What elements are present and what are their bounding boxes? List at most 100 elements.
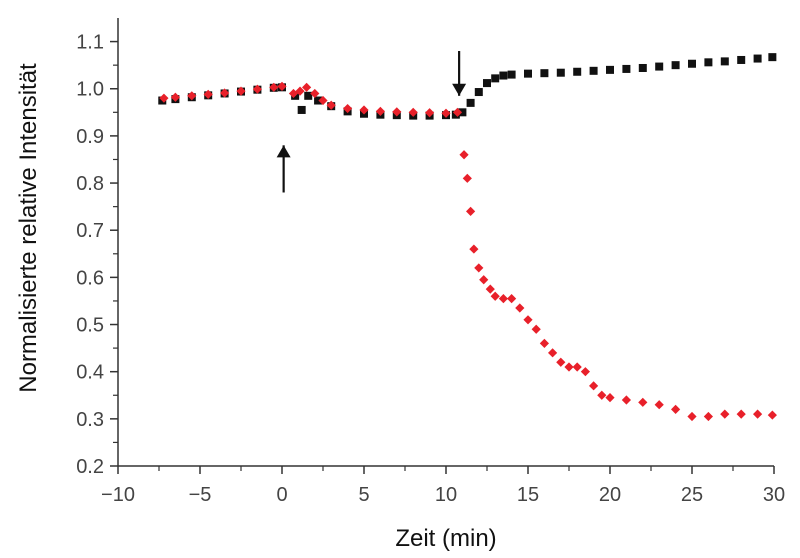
data-point (531, 324, 541, 334)
data-point (589, 66, 598, 75)
x-tick-label: 0 (276, 484, 287, 506)
y-tick-label: 1.1 (76, 32, 104, 54)
x-tick-label: −5 (189, 484, 212, 506)
data-point (252, 84, 262, 94)
x-tick-label: 15 (517, 484, 539, 506)
data-point (573, 67, 582, 76)
data-point (580, 367, 590, 377)
data-point (556, 68, 565, 77)
data-point (498, 293, 508, 304)
y-tick-label: 0.3 (76, 409, 104, 431)
y-tick-label: 0.6 (76, 267, 104, 289)
data-point (654, 400, 664, 410)
data-point (474, 88, 483, 97)
data-point (671, 61, 680, 70)
data-point (606, 65, 614, 74)
data-point (556, 357, 566, 367)
data-point (302, 82, 312, 92)
data-point (310, 88, 320, 99)
data-point (269, 82, 279, 92)
x-tick-label: 10 (435, 484, 457, 506)
data-point (458, 108, 467, 117)
data-point (605, 393, 615, 403)
annotation-layer (276, 51, 467, 193)
data-point (392, 107, 402, 117)
data-point (621, 395, 631, 405)
y-tick-label: 1.0 (76, 79, 104, 101)
data-point (343, 103, 353, 114)
data-point (638, 63, 647, 72)
data-point (515, 303, 525, 313)
data-point (297, 105, 306, 114)
data-point (737, 55, 746, 64)
x-tick-label: 30 (763, 484, 785, 506)
data-point (452, 107, 463, 117)
series-layer (158, 53, 777, 422)
data-point (655, 62, 664, 71)
data-point (753, 54, 762, 63)
data-point (589, 381, 599, 391)
data-point (441, 108, 451, 118)
x-tick-label: 25 (681, 484, 703, 506)
data-point (318, 95, 328, 106)
data-point (295, 86, 305, 96)
data-point (704, 58, 713, 67)
y-tick-label: 0.8 (76, 173, 104, 195)
data-point (220, 88, 230, 98)
data-point (688, 59, 696, 68)
data-point (236, 86, 246, 96)
data-point (548, 348, 558, 358)
data-point (720, 57, 729, 66)
data-point (277, 81, 287, 91)
series-black (158, 53, 777, 120)
y-tick-label: 0.7 (76, 220, 104, 242)
data-point (359, 105, 369, 115)
data-point (768, 53, 777, 62)
data-point (491, 74, 500, 83)
data-point (462, 173, 472, 183)
data-point (466, 98, 475, 107)
data-point (767, 410, 777, 420)
data-point (753, 409, 763, 419)
data-point (524, 69, 532, 78)
data-point (523, 315, 533, 325)
data-point (564, 362, 574, 372)
data-point (479, 275, 489, 285)
data-point (720, 409, 730, 419)
data-point (375, 106, 385, 116)
x-axis-title: Zeit (min) (395, 525, 496, 552)
data-point (671, 404, 681, 415)
data-point (572, 362, 582, 372)
y-axis-title: Normalisierte relative Intensität (15, 63, 42, 393)
data-point (425, 108, 435, 118)
data-point (474, 263, 484, 273)
data-point (597, 390, 607, 400)
x-tick-label: −10 (101, 484, 135, 506)
data-point (485, 284, 495, 294)
up-arrow-annotation (276, 145, 291, 193)
data-point (507, 293, 517, 304)
data-point (408, 107, 418, 117)
data-point (203, 89, 213, 99)
y-tick-label: 0.2 (76, 456, 104, 478)
axes (117, 18, 774, 467)
series-red (159, 81, 777, 422)
data-point (499, 71, 508, 80)
data-point (490, 291, 500, 301)
data-point (703, 411, 713, 422)
data-point (459, 150, 469, 160)
data-point (187, 91, 197, 101)
data-point (469, 244, 479, 254)
data-point (314, 96, 323, 105)
data-point (539, 338, 549, 348)
arrow-head (276, 145, 291, 158)
y-tick-label: 0.4 (76, 362, 104, 384)
x-tick-label: 20 (599, 484, 621, 506)
y-tick-label: 0.9 (76, 126, 104, 148)
data-point (687, 411, 697, 422)
data-point (736, 409, 746, 419)
y-tick-label: 0.5 (76, 315, 104, 337)
data-point (638, 397, 648, 407)
data-point (507, 70, 516, 79)
